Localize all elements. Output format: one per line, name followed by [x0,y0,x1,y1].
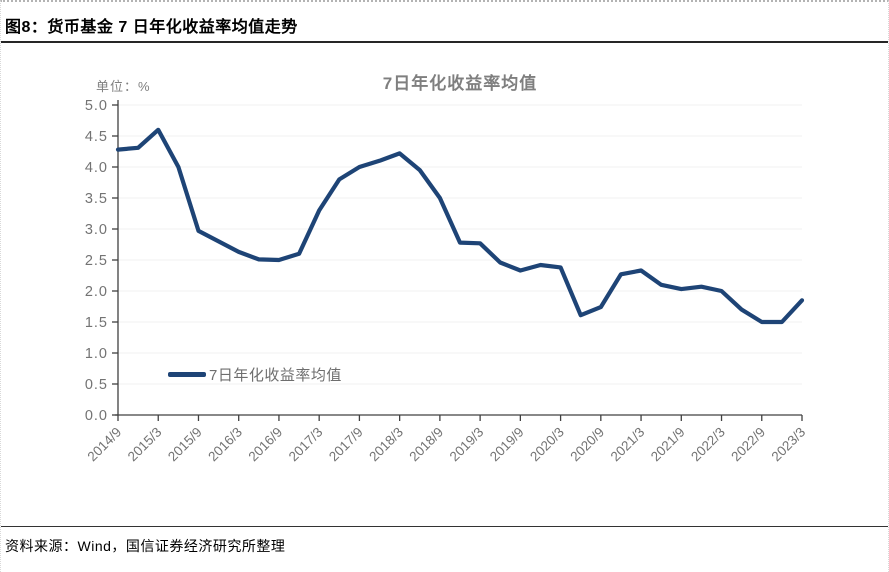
x-tick-label: 2023/3 [769,424,809,464]
y-tick-label: 2.5 [85,253,108,269]
x-tick-label: 2017/9 [326,424,366,464]
x-tick-label: 2020/3 [527,424,567,464]
legend-line-swatch [168,372,206,377]
x-tick-label: 2019/3 [447,424,487,464]
x-tick-label: 2016/9 [245,424,285,464]
x-tick-label: 2020/9 [567,424,607,464]
x-tick-label: 2018/3 [366,424,406,464]
y-tick-label: 5.0 [85,98,108,114]
x-tick-label: 2022/3 [688,424,728,464]
x-tick-label: 2014/9 [85,424,125,464]
y-tick-label: 1.5 [85,315,108,331]
x-tick-label: 2017/3 [286,424,326,464]
title-divider [1,41,888,43]
y-tick-label: 3.0 [85,222,108,238]
figure-title: 图8：货币基金 7 日年化收益率均值走势 [5,19,298,36]
unit-label: 单位：% [96,79,151,94]
x-tick-label: 2019/9 [487,424,527,464]
y-tick-label: 2.0 [85,284,108,300]
x-tick-label: 2021/9 [648,424,688,464]
x-tick-label: 2021/3 [608,424,648,464]
x-tick-label: 2018/9 [406,424,446,464]
y-tick-label: 0.0 [85,408,108,424]
source-divider [1,526,888,527]
y-tick-label: 4.0 [85,160,108,176]
y-tick-label: 4.5 [85,129,108,145]
y-tick-label: 3.5 [85,191,108,207]
y-tick-label: 1.0 [85,346,108,362]
x-tick-label: 2022/9 [728,424,768,464]
x-tick-label: 2015/3 [125,424,165,464]
x-tick-label: 2016/3 [205,424,245,464]
legend-label: 7日年化收益率均值 [209,367,342,384]
y-tick-label: 0.5 [85,377,108,393]
source-text: 资料来源：Wind，国信证券经济研究所整理 [5,538,286,554]
chart-title: 7日年化收益率均值 [382,74,538,93]
legend: 7日年化收益率均值 [168,364,342,385]
yield-line [115,127,805,325]
x-tick-label: 2015/9 [165,424,205,464]
